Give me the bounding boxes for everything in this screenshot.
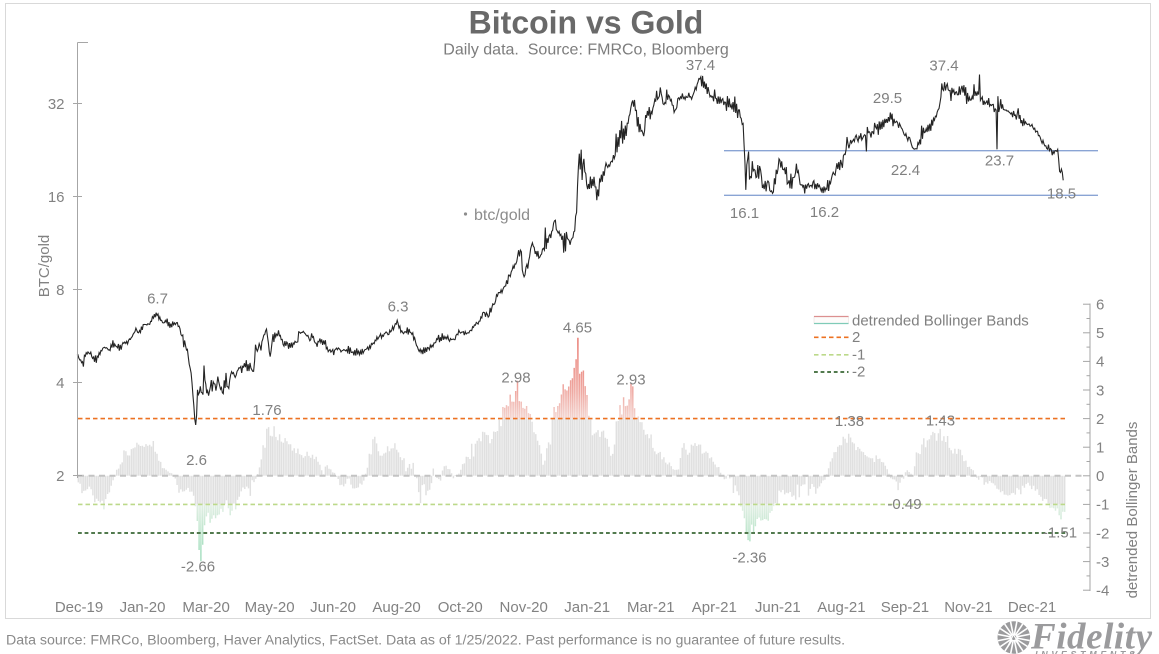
- svg-text:detrended Bollinger Bands: detrended Bollinger Bands: [1124, 422, 1141, 599]
- svg-text:4: 4: [1096, 354, 1104, 371]
- svg-text:29.5: 29.5: [873, 90, 902, 107]
- svg-text:Aug-21: Aug-21: [817, 599, 865, 616]
- svg-text:Mar-20: Mar-20: [182, 599, 230, 616]
- svg-text:1.43: 1.43: [926, 413, 955, 430]
- svg-text:BTC/gold: BTC/gold: [36, 235, 53, 298]
- svg-text:2: 2: [852, 329, 860, 346]
- svg-text:May-20: May-20: [245, 599, 295, 616]
- svg-text:-2: -2: [852, 364, 865, 381]
- svg-text:16: 16: [48, 189, 65, 206]
- svg-text:3: 3: [1096, 382, 1104, 399]
- svg-text:23.7: 23.7: [985, 153, 1014, 170]
- svg-text:4.65: 4.65: [563, 320, 592, 337]
- svg-text:-0.49: -0.49: [887, 496, 921, 513]
- svg-text:-2.66: -2.66: [181, 559, 215, 576]
- svg-text:37.4: 37.4: [686, 57, 715, 74]
- svg-text:Apr-21: Apr-21: [692, 599, 737, 616]
- svg-text:6.7: 6.7: [147, 291, 168, 308]
- svg-text:32: 32: [48, 96, 65, 113]
- svg-text:Sep-21: Sep-21: [881, 599, 929, 616]
- svg-text:Bitcoin vs Gold: Bitcoin vs Gold: [469, 5, 704, 41]
- svg-text:2.98: 2.98: [501, 370, 530, 387]
- svg-text:INVESTMENTS: INVESTMENTS: [1035, 650, 1139, 654]
- svg-text:Nov-20: Nov-20: [500, 599, 548, 616]
- svg-text:-1: -1: [1096, 497, 1109, 514]
- svg-text:18.5: 18.5: [1047, 186, 1076, 203]
- svg-text:Dec-21: Dec-21: [1008, 599, 1056, 616]
- svg-text:2: 2: [56, 468, 64, 485]
- svg-text:1.76: 1.76: [252, 402, 281, 419]
- svg-text:1: 1: [1096, 440, 1104, 457]
- svg-text:37.4: 37.4: [929, 58, 958, 75]
- svg-text:4: 4: [56, 375, 64, 392]
- svg-text:16.1: 16.1: [730, 205, 759, 222]
- svg-text:8: 8: [56, 282, 64, 299]
- svg-text:1.38: 1.38: [835, 413, 864, 430]
- svg-text:6.3: 6.3: [388, 299, 409, 316]
- svg-text:-1: -1: [852, 347, 865, 364]
- svg-text:Jan-20: Jan-20: [120, 599, 166, 616]
- svg-text:2.93: 2.93: [616, 372, 645, 389]
- svg-text:Oct-20: Oct-20: [438, 599, 483, 616]
- svg-text:Aug-20: Aug-20: [372, 599, 420, 616]
- svg-text:2.6: 2.6: [186, 452, 207, 469]
- svg-text:Mar-21: Mar-21: [627, 599, 675, 616]
- svg-text:Daily data. Source: FMRCo, Bl: Daily data. Source: FMRCo, Bloomberg: [443, 42, 728, 59]
- svg-text:22.4: 22.4: [891, 162, 920, 179]
- svg-text:-1.51: -1.51: [1043, 525, 1077, 542]
- svg-text:-2.36: -2.36: [732, 550, 766, 567]
- svg-text:5: 5: [1096, 325, 1104, 342]
- svg-text:-3: -3: [1096, 554, 1109, 571]
- svg-text:Data source: FMRCo, Bloomberg,: Data source: FMRCo, Bloomberg, Haver Ana…: [6, 633, 845, 649]
- svg-text:btc/gold: btc/gold: [474, 207, 530, 224]
- svg-text:Fidelity: Fidelity: [1030, 617, 1153, 654]
- svg-text:16.2: 16.2: [810, 204, 839, 221]
- svg-text:Jun-21: Jun-21: [755, 599, 801, 616]
- svg-text:detrended Bollinger Bands: detrended Bollinger Bands: [852, 313, 1029, 330]
- svg-text:6: 6: [1096, 297, 1104, 314]
- svg-text:Jan-21: Jan-21: [564, 599, 610, 616]
- svg-text:Dec-19: Dec-19: [55, 599, 103, 616]
- svg-text:-4: -4: [1096, 583, 1109, 600]
- svg-text:Jun-20: Jun-20: [310, 599, 356, 616]
- svg-text:Nov-21: Nov-21: [944, 599, 992, 616]
- svg-text:0: 0: [1096, 468, 1104, 485]
- svg-text:2: 2: [1096, 411, 1104, 428]
- svg-text:-2: -2: [1096, 525, 1109, 542]
